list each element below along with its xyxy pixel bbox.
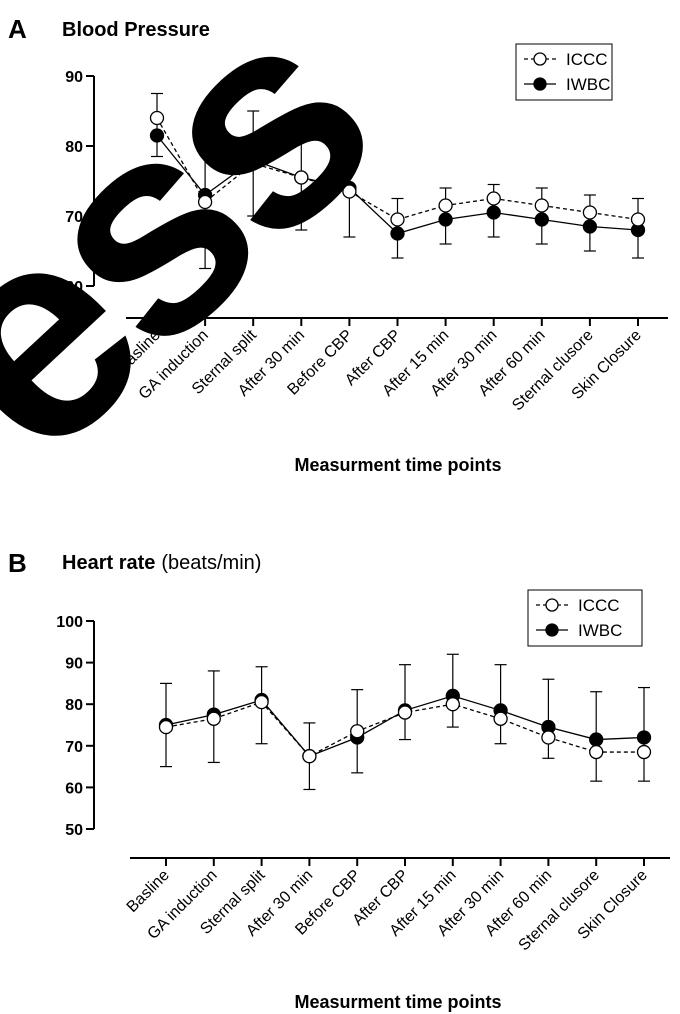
data-point-iccc <box>636 744 652 760</box>
y-tick-label: 90 <box>65 656 83 673</box>
legend-label-iccc: ICCC <box>566 50 608 69</box>
chart-subtitle: (beats/min) <box>161 552 261 574</box>
data-point-iwbc <box>589 732 604 747</box>
data-point-iccc <box>294 170 309 185</box>
data-point-iccc <box>342 184 357 199</box>
y-tick-label: 100 <box>56 614 83 631</box>
data-point-iccc <box>158 719 174 735</box>
y-tick-label: 90 <box>65 69 83 86</box>
legend-marker-iccc <box>533 52 547 66</box>
legend-box <box>515 43 613 101</box>
series-line-iccc <box>156 117 639 221</box>
data-point-iccc <box>206 711 221 726</box>
chart-title: Blood Pressure <box>62 19 210 41</box>
y-tick-label: 50 <box>65 822 83 839</box>
y-tick-label: 60 <box>65 780 83 797</box>
legend-marker-iccc <box>545 598 559 612</box>
x-axis-title: Measurment time points <box>294 992 501 1012</box>
chart-title-text: Heart rate <box>62 552 155 574</box>
chart-title-text: Blood Pressure <box>62 19 210 41</box>
legend: ICCC IWBC <box>527 589 643 647</box>
panel-letter: A <box>8 14 27 44</box>
data-point-iccc <box>582 205 598 220</box>
legend-label-iwbc: IWBC <box>578 621 622 640</box>
legend-label-iccc: ICCC <box>578 596 620 615</box>
data-point-iccc <box>493 711 508 726</box>
data-point-iccc <box>541 730 556 745</box>
data-point-iccc <box>630 212 646 227</box>
data-point-iwbc <box>438 212 453 227</box>
chart-panel-b: B Heart rate (beats/min)5060708090100Basli… <box>8 548 670 1012</box>
data-point-iwbc <box>534 212 549 227</box>
data-point-iccc <box>390 212 405 227</box>
data-point-iccc <box>438 198 453 213</box>
legend-marker-iwbc <box>533 77 547 91</box>
x-axis-title: Measurment time points <box>294 455 501 475</box>
data-point-iccc <box>445 697 460 712</box>
y-tick-label: 60 <box>65 279 83 296</box>
data-point-iccc <box>197 194 213 210</box>
data-point-iwbc <box>582 219 598 234</box>
data-point-iccc <box>397 705 413 720</box>
error-bars-iccc <box>160 653 650 791</box>
y-tick-label: 80 <box>65 139 83 156</box>
panel-letter: B <box>8 548 27 578</box>
data-point-iccc <box>254 694 269 710</box>
watermark-graphic: ess <box>0 0 428 517</box>
chart-title: Heart rate (beats/min) <box>62 552 261 574</box>
watermark-text: ess <box>0 0 428 517</box>
data-point-iccc <box>589 744 604 760</box>
y-tick-label: 70 <box>65 739 83 756</box>
data-point-iccc <box>149 110 165 126</box>
y-tick-label: 70 <box>65 209 83 226</box>
data-point-iccc <box>246 156 261 171</box>
legend-label-iwbc: IWBC <box>566 75 610 94</box>
legend-box <box>527 589 643 647</box>
x-tick-label: Sternal clusore <box>516 867 604 955</box>
y-tick-label: 80 <box>65 697 83 714</box>
data-point-iwbc <box>636 730 652 745</box>
data-point-iwbc <box>390 226 405 241</box>
data-point-iwbc <box>486 205 501 220</box>
data-point-iwbc <box>149 128 165 143</box>
legend-marker-iwbc <box>545 623 559 637</box>
data-point-iccc <box>350 724 365 739</box>
data-point-iccc <box>302 749 317 764</box>
data-point-iccc <box>534 198 549 213</box>
legend: ICCC IWBC <box>515 43 613 101</box>
data-point-iccc <box>486 191 501 206</box>
